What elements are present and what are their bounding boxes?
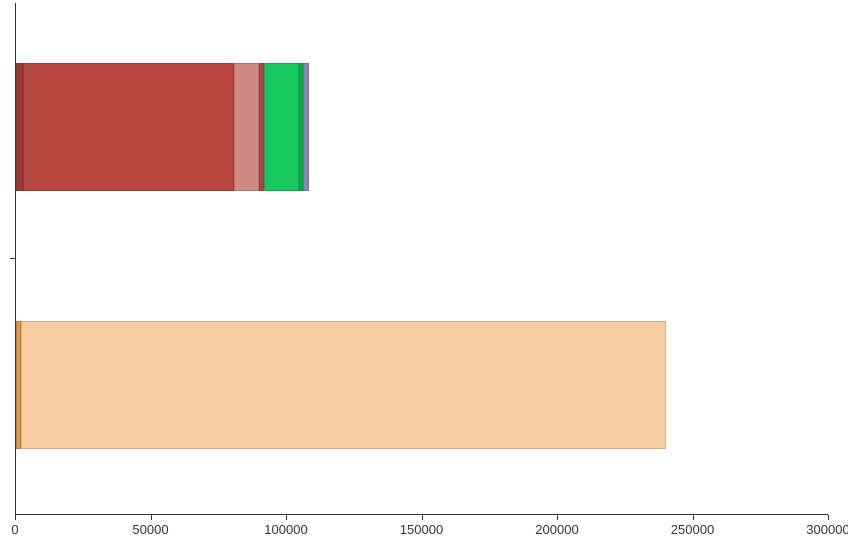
x-tick [693,515,694,520]
chart-container: 0 50000 100000 150000 200000 250000 300000 [0,0,848,543]
bar-segment [303,63,309,191]
bar-segment [16,63,23,191]
bar-segment [264,63,299,191]
x-axis-label: 100000 [264,522,307,537]
y-tick [10,258,15,259]
x-axis-label: 200000 [535,522,578,537]
x-tick [15,515,16,520]
x-tick [422,515,423,520]
bar-segment [23,63,234,191]
x-tick [151,515,152,520]
plot-area [15,3,828,515]
x-tick [828,515,829,520]
x-axis-label: 0 [11,522,18,537]
x-axis-label: 150000 [400,522,443,537]
x-tick [557,515,558,520]
bar-segment [234,63,258,191]
x-axis-label: 250000 [671,522,714,537]
x-axis-label: 50000 [132,522,168,537]
x-tick [286,515,287,520]
bar-segment [21,321,666,449]
x-axis-label: 300000 [806,522,848,537]
